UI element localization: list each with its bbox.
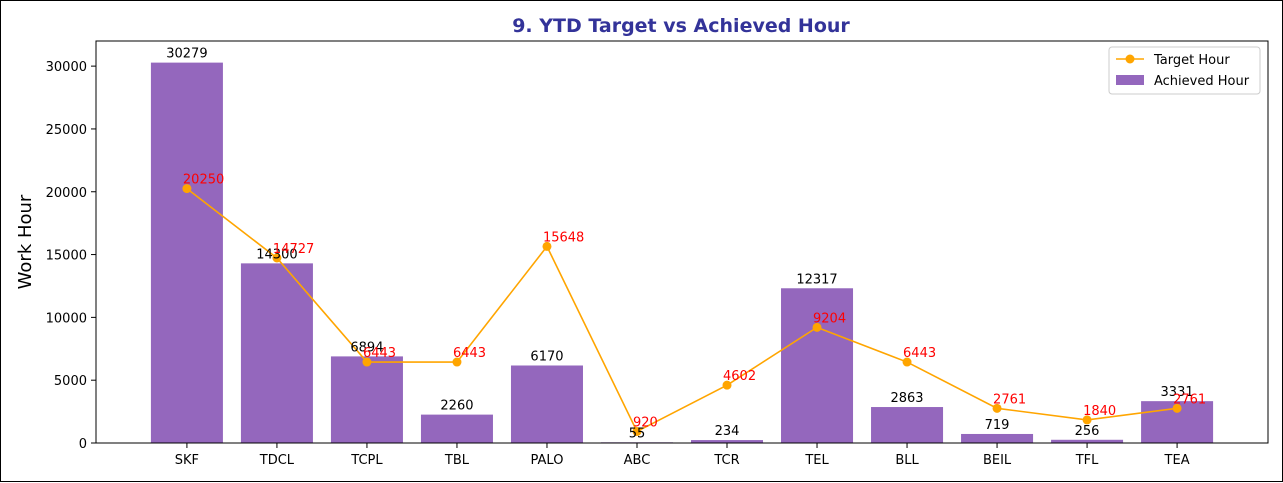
y-tick-label: 30000	[46, 60, 87, 75]
target-point-beil	[992, 403, 1002, 413]
bar-value-label-tfl: 256	[1075, 424, 1100, 439]
legend-label-target-hour: Target Hour	[1153, 53, 1230, 68]
target-point-tel	[812, 322, 822, 332]
y-tick-label: 15000	[46, 249, 87, 264]
x-tick-label-skf: SKF	[175, 453, 199, 468]
target-value-label-tcpl: 6443	[363, 346, 396, 361]
x-tick-label-tcpl: TCPL	[350, 453, 383, 468]
bar-tel	[781, 288, 854, 443]
bar-tdcl	[240, 263, 313, 443]
bar-value-label-beil: 719	[985, 418, 1010, 433]
target-value-label-tel: 9204	[813, 311, 846, 326]
bar-value-label-abc: 55	[629, 426, 646, 441]
x-tick-label-bll: BLL	[895, 453, 919, 468]
target-point-tbl	[452, 357, 462, 367]
legend-label-achieved-hour: Achieved Hour	[1154, 74, 1250, 89]
target-point-tcpl	[362, 357, 372, 367]
bar-value-label-tel: 12317	[796, 272, 837, 287]
bar-value-label-tcr: 234	[715, 424, 740, 439]
legend-swatch-achieved	[1116, 75, 1144, 85]
bar-skf	[150, 62, 223, 444]
x-tick-label-tdcl: TDCL	[259, 453, 295, 468]
bar-value-label-skf: 30279	[166, 47, 207, 62]
target-point-tcr	[722, 380, 732, 390]
x-tick-label-tfl: TFL	[1075, 453, 1099, 468]
target-point-palo	[542, 241, 552, 251]
bar-tcr	[691, 440, 764, 443]
y-tick-label: 5000	[54, 374, 87, 389]
x-tick-label-tea: TEA	[1164, 453, 1190, 468]
target-value-label-tea: 2761	[1173, 392, 1206, 407]
target-point-skf	[182, 184, 192, 194]
target-point-bll	[902, 357, 912, 367]
axes: 0 5000 10000 15000 20000 25000 30000 SKF TDCL TCP…	[46, 60, 1190, 468]
target-value-label-abc: 920	[633, 415, 658, 430]
x-tick-label-palo: PALO	[531, 453, 564, 468]
x-tick-label-tcr: TCR	[713, 453, 739, 468]
target-value-label-tdcl: 14727	[273, 242, 314, 257]
x-tick-label-abc: ABC	[624, 453, 651, 468]
y-tick-label: 10000	[46, 311, 87, 326]
target-point-tfl	[1082, 415, 1092, 425]
y-axis-label: Work Hour	[15, 194, 36, 289]
legend-box	[1108, 46, 1261, 95]
x-tick-label-tel: TEL	[804, 453, 829, 468]
bar-tfl	[1051, 439, 1124, 443]
plot-area: 30279 14300 6894 2260 6170 55 234 12317 2863 719 2…	[150, 47, 1214, 444]
legend: Target Hour Achieved Hour	[1108, 46, 1261, 95]
y-tick-label: 25000	[46, 123, 87, 138]
target-value-label-tbl: 6443	[453, 346, 486, 361]
bar-value-label-tcpl: 6894	[350, 340, 383, 355]
target-value-label-bll: 6443	[903, 346, 936, 361]
bar-tcpl	[330, 356, 403, 443]
legend-swatch-target-marker	[1125, 54, 1135, 64]
target-point-tea	[1172, 403, 1182, 413]
x-tick-label-beil: BEIL	[983, 453, 1012, 468]
target-value-label-tcr: 4602	[723, 369, 756, 384]
x-tick-label-tbl: TBL	[444, 453, 470, 468]
chart-title: 9. YTD Target vs Achieved Hour	[512, 15, 850, 37]
target-value-label-skf: 20250	[183, 173, 224, 188]
bar-value-label-tea: 3331	[1161, 385, 1194, 400]
target-value-label-tfl: 1840	[1083, 404, 1116, 419]
target-line	[186, 187, 1178, 433]
bar-value-label-tdcl: 14300	[256, 247, 297, 262]
target-point-abc	[632, 426, 642, 436]
target-value-label-beil: 2761	[993, 392, 1026, 407]
bar-beil	[961, 433, 1034, 443]
bar-palo	[510, 365, 583, 443]
target-value-label-palo: 15648	[543, 230, 584, 245]
y-tick-label: 0	[79, 437, 87, 452]
bar-value-label-tbl: 2260	[440, 399, 473, 414]
bar-value-label-palo: 6170	[530, 349, 563, 364]
target-point-tdcl	[272, 253, 282, 263]
bar-value-label-bll: 2863	[890, 391, 923, 406]
plot-frame	[95, 40, 1269, 444]
bar-tbl	[420, 414, 493, 443]
bar-bll	[871, 407, 944, 443]
y-tick-label: 20000	[46, 186, 87, 201]
